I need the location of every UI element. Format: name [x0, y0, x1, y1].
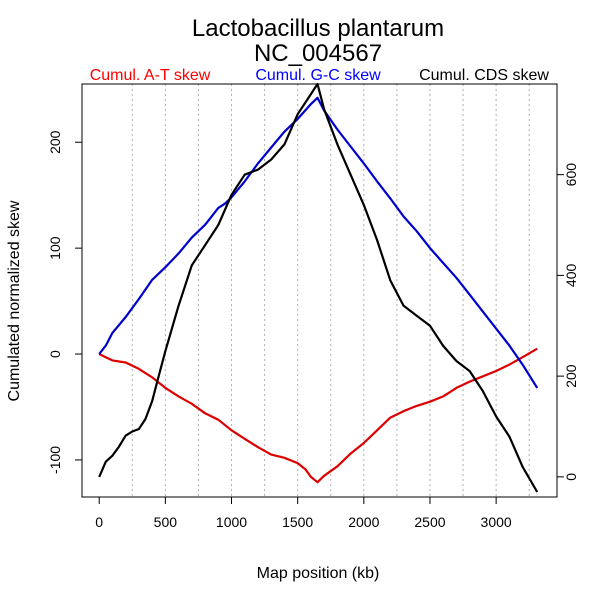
x-tick-label: 2000 [348, 514, 379, 530]
legend-cds-skew: Cumul. CDS skew [419, 67, 549, 84]
legend-at-skew: Cumul. A-T skew [90, 67, 211, 84]
y-right-tick-label: 600 [563, 163, 579, 187]
series-line-1 [98, 96, 539, 389]
x-tick-label: 1500 [282, 514, 313, 530]
axes-layer: 0 500 1000 1500 2000 2500 3000-100010020002004… [47, 130, 579, 530]
y-right-tick-label: 400 [563, 263, 579, 287]
y-left-tick-label: -100 [47, 446, 63, 474]
y-right-tick-label: 0 [563, 473, 579, 481]
x-tick-label: 1000 [216, 514, 247, 530]
x-axis-label: Map position (kb) [257, 565, 380, 582]
plot-frame [81, 83, 558, 498]
x-tick-label: 500 [154, 514, 178, 530]
chart-title: Lactobacillus plantarum [192, 15, 444, 42]
y-right-tick-label: 200 [563, 364, 579, 388]
series-line-2 [98, 82, 539, 493]
x-tick-label: 0 [95, 514, 103, 530]
series-line-0 [98, 347, 538, 484]
y-axis-label: Cumulated normalized skew [6, 200, 23, 401]
x-tick-label: 2500 [414, 514, 445, 530]
series-layer [98, 82, 539, 493]
x-tick-label: 3000 [481, 514, 512, 530]
grid-layer [131, 84, 530, 497]
y-left-tick-label: 100 [47, 236, 63, 260]
y-left-tick-label: 200 [47, 130, 63, 154]
legend-gc-skew: Cumul. G-C skew [255, 67, 381, 84]
chart-subtitle: NC_004567 [254, 40, 382, 67]
y-left-tick-label: 0 [47, 350, 63, 358]
